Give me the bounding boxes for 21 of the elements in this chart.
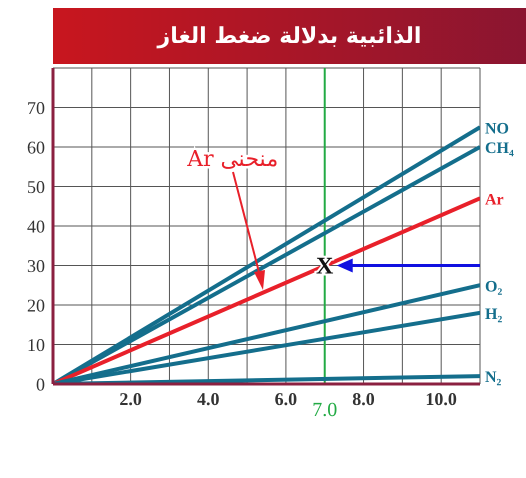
y-tick-label: 30 — [27, 256, 45, 276]
x-tick-label: 4.0 — [197, 388, 220, 409]
y-tick-label: 10 — [27, 334, 45, 355]
series-label: N₂ — [485, 369, 502, 386]
y-tick-label: 60 — [27, 137, 45, 158]
y-tick-label: 20 — [27, 295, 45, 316]
ref-line-label: 7.0 — [312, 399, 338, 422]
x-tick-label: 8.0 — [352, 388, 375, 409]
y-tick-label: 50 — [27, 176, 45, 197]
x-tick-label: 10.0 — [425, 388, 457, 409]
x-tick-label: 2.0 — [119, 388, 142, 409]
series-label: NO — [485, 120, 509, 138]
series-label: O₂ — [485, 278, 502, 296]
series-label: CH₄ — [485, 140, 514, 157]
series-label: Ar — [485, 191, 504, 208]
series-label: H₂ — [485, 306, 502, 323]
y-tick-label: 0 — [36, 374, 45, 394]
x-tick-label: 6.0 — [274, 388, 298, 409]
y-tick-label: 70 — [27, 98, 45, 118]
y-tick-label: 40 — [27, 216, 45, 236]
chart-title: الذائبية بدلالة ضغط الغاز — [53, 8, 526, 64]
